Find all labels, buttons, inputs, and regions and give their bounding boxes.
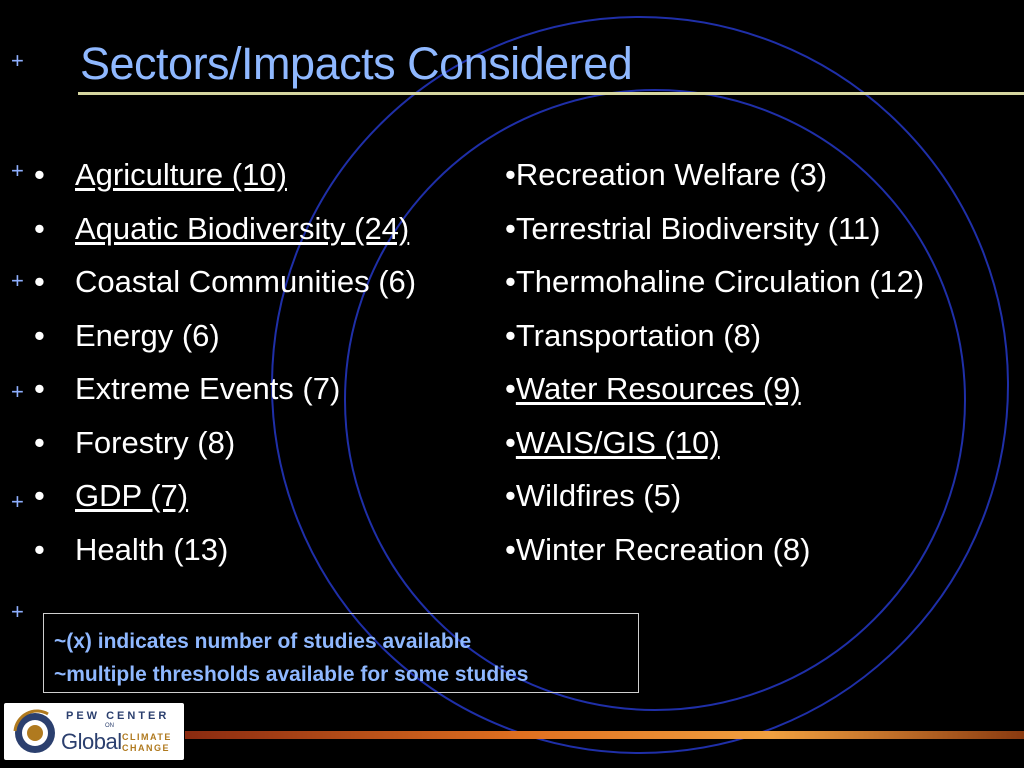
logo-climate-change-text: CLIMATE CHANGE <box>122 732 172 754</box>
bullet: • <box>34 264 45 299</box>
sector-link-water-resources[interactable]: Water Resources (9) <box>515 371 801 406</box>
footnote-line-1: ~(x) indicates number of studies availab… <box>54 630 472 653</box>
list-item: • Extreme Events (7) <box>34 362 416 416</box>
list-item[interactable]: •Water Resources (9) <box>505 362 924 416</box>
sector-link-aquatic-biodiversity[interactable]: Aquatic Biodiversity (24) <box>75 210 410 246</box>
list-item: • Forestry (8) <box>34 416 416 470</box>
plus-decoration-4: + <box>11 379 24 404</box>
sector-label: Energy (6) <box>75 317 220 353</box>
footer-rule <box>185 731 1024 739</box>
sector-label: Coastal Communities (6) <box>75 264 417 299</box>
sector-label: Wildfires (5) <box>515 478 682 513</box>
bullet: • <box>34 157 45 192</box>
logo-change-word: CHANGE <box>122 743 171 753</box>
slide-title: Sectors/Impacts Considered <box>80 38 633 89</box>
left-sector-list: • Agriculture (10) • Aquatic Biodiversity … <box>34 148 416 576</box>
bullet: • <box>34 371 45 406</box>
list-item: •Winter Recreation (8) <box>505 523 924 577</box>
sector-link-wais-gis[interactable]: WAIS/GIS (10) <box>515 424 720 460</box>
logo-pew-center-text: PEW CENTER <box>66 710 170 722</box>
list-item: •Terrestrial Biodiversity (11) <box>505 202 924 256</box>
plus-decoration-5: + <box>11 489 24 514</box>
logo-global-text: Global <box>61 729 122 754</box>
sector-link-agriculture[interactable]: Agriculture (10) <box>75 157 287 192</box>
sector-label: Terrestrial Biodiversity (11) <box>515 210 881 246</box>
list-item: •Recreation Welfare (3) <box>505 148 924 202</box>
bullet: • <box>34 531 45 567</box>
list-item[interactable]: • Aquatic Biodiversity (24) <box>34 202 416 256</box>
footnote-box: ~(x) indicates number of studies availab… <box>43 613 639 693</box>
list-item[interactable]: • Agriculture (10) <box>34 148 416 202</box>
sector-label: Forestry (8) <box>75 424 236 460</box>
right-sector-list: •Recreation Welfare (3) •Terrestrial Bio… <box>505 148 924 576</box>
plus-decoration-6: + <box>11 599 24 624</box>
bullet: • <box>505 157 516 192</box>
globe-icon <box>13 709 55 753</box>
plus-decoration-3: + <box>11 268 24 293</box>
footnote-line-2: ~multiple thresholds available for some … <box>54 663 529 686</box>
list-item: •Transportation (8) <box>505 309 924 363</box>
bullet: • <box>505 478 516 513</box>
bullet: • <box>505 424 516 460</box>
bullet: • <box>34 424 45 460</box>
bullet: • <box>34 478 45 513</box>
list-item: • Health (13) <box>34 523 416 577</box>
pew-center-logo: PEW CENTER ON Global CLIMATE CHANGE <box>4 703 184 760</box>
list-item: • Coastal Communities (6) <box>34 255 416 309</box>
bullet: • <box>34 210 45 246</box>
sector-label: Winter Recreation (8) <box>515 531 811 567</box>
plus-decoration-2: + <box>11 158 24 183</box>
sector-label: Transportation (8) <box>515 317 762 353</box>
bullet: • <box>505 264 516 299</box>
sector-link-gdp[interactable]: GDP (7) <box>75 478 189 513</box>
list-item[interactable]: •WAIS/GIS (10) <box>505 416 924 470</box>
list-item: •Thermohaline Circulation (12) <box>505 255 924 309</box>
bullet: • <box>34 317 45 353</box>
logo-on-text: ON <box>105 723 114 729</box>
bullet: • <box>505 531 516 567</box>
sector-label: Recreation Welfare (3) <box>515 157 828 192</box>
bullet: • <box>505 317 516 353</box>
list-item: •Wildfires (5) <box>505 469 924 523</box>
large-circle <box>271 16 1009 754</box>
bullet: • <box>505 210 516 246</box>
logo-climate-word: CLIMATE <box>122 732 172 742</box>
title-underline <box>78 92 1024 95</box>
medium-circle <box>344 89 966 711</box>
list-item[interactable]: • GDP (7) <box>34 469 416 523</box>
sector-label: Extreme Events (7) <box>75 371 341 406</box>
sector-label: Health (13) <box>75 531 229 567</box>
list-item: • Energy (6) <box>34 309 416 363</box>
bullet: • <box>505 371 516 406</box>
plus-decoration-1: + <box>11 48 24 73</box>
sector-label: Thermohaline Circulation (12) <box>515 264 925 299</box>
